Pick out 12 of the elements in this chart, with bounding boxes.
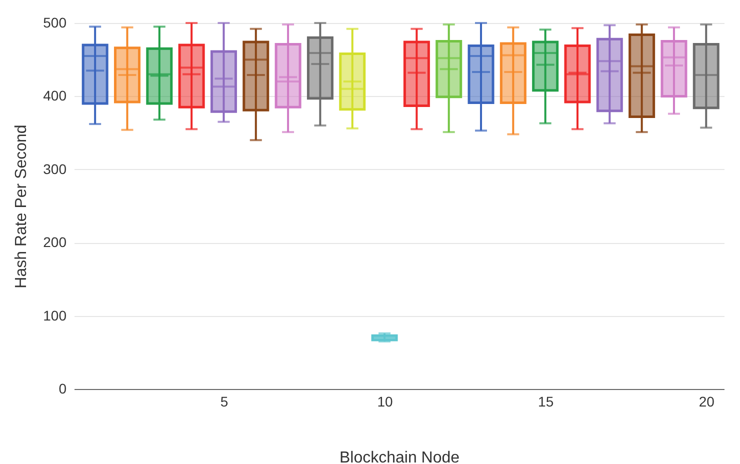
y-tick-label: 0 — [58, 380, 67, 396]
y-tick-label: 400 — [43, 88, 67, 104]
x-tick-label: 10 — [377, 394, 394, 410]
x-tick-label: 15 — [538, 394, 554, 410]
x-tick-label: 5 — [220, 394, 228, 410]
y-tick-label: 300 — [43, 160, 67, 177]
x-axis-title: Blockchain Node — [339, 450, 460, 464]
y-tick-label: 200 — [43, 234, 67, 250]
x-tick-label: 20 — [698, 394, 715, 410]
y-tick-label: 500 — [43, 14, 67, 30]
y-tick-label: 100 — [43, 307, 67, 324]
y-axis-title: Hash Rate Per Second — [13, 124, 30, 288]
